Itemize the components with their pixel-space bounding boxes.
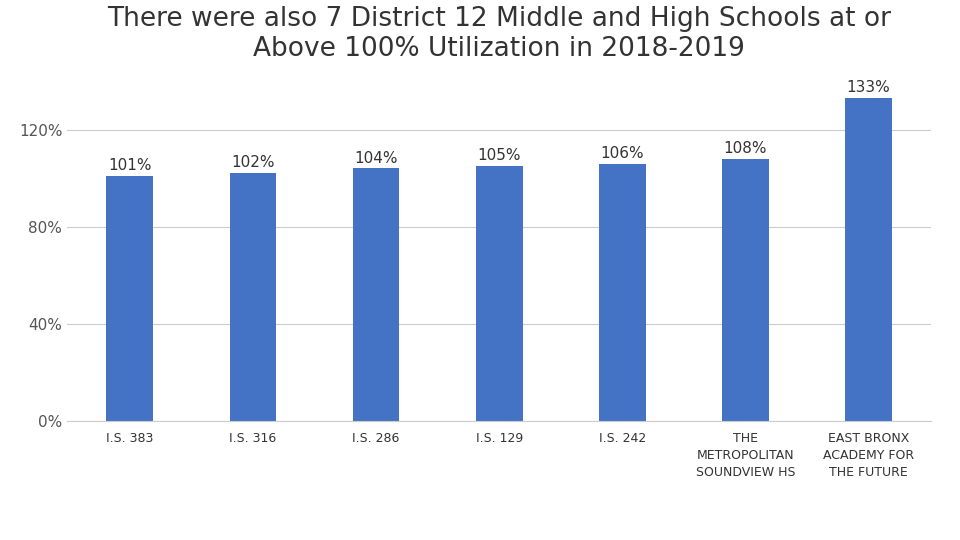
Bar	[845, 98, 892, 421]
Bar	[599, 164, 646, 421]
Text: 108%: 108%	[724, 141, 767, 156]
Text: 106%: 106%	[601, 146, 644, 161]
Bar	[352, 168, 399, 421]
Text: 101%: 101%	[108, 158, 152, 173]
Text: 102%: 102%	[231, 156, 275, 171]
Text: 104%: 104%	[354, 151, 397, 166]
Bar	[476, 166, 522, 421]
Bar	[722, 159, 769, 421]
Bar	[107, 176, 154, 421]
Text: 105%: 105%	[477, 148, 521, 163]
Title: There were also 7 District 12 Middle and High Schools at or
Above 100% Utilizati: There were also 7 District 12 Middle and…	[108, 6, 891, 62]
Bar	[229, 173, 276, 421]
Text: 133%: 133%	[847, 80, 891, 95]
